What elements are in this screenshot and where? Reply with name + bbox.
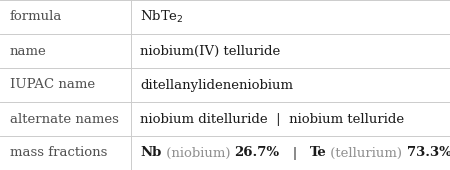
Text: alternate names: alternate names: [10, 113, 119, 125]
Text: |: |: [279, 147, 310, 159]
Text: (tellurium): (tellurium): [326, 147, 407, 159]
Text: niobium ditelluride  |  niobium telluride: niobium ditelluride | niobium telluride: [140, 113, 405, 125]
Text: mass fractions: mass fractions: [10, 147, 107, 159]
Text: Te: Te: [310, 147, 326, 159]
Text: IUPAC name: IUPAC name: [10, 79, 95, 91]
Text: 26.7%: 26.7%: [234, 147, 279, 159]
Text: Nb: Nb: [140, 147, 162, 159]
Text: (niobium): (niobium): [162, 147, 234, 159]
Text: niobium(IV) telluride: niobium(IV) telluride: [140, 45, 281, 57]
Text: formula: formula: [10, 11, 62, 23]
Text: name: name: [10, 45, 47, 57]
Text: 73.3%: 73.3%: [407, 147, 450, 159]
Text: NbTe$_2$: NbTe$_2$: [140, 9, 184, 25]
Text: ditellanylideneniobium: ditellanylideneniobium: [140, 79, 293, 91]
